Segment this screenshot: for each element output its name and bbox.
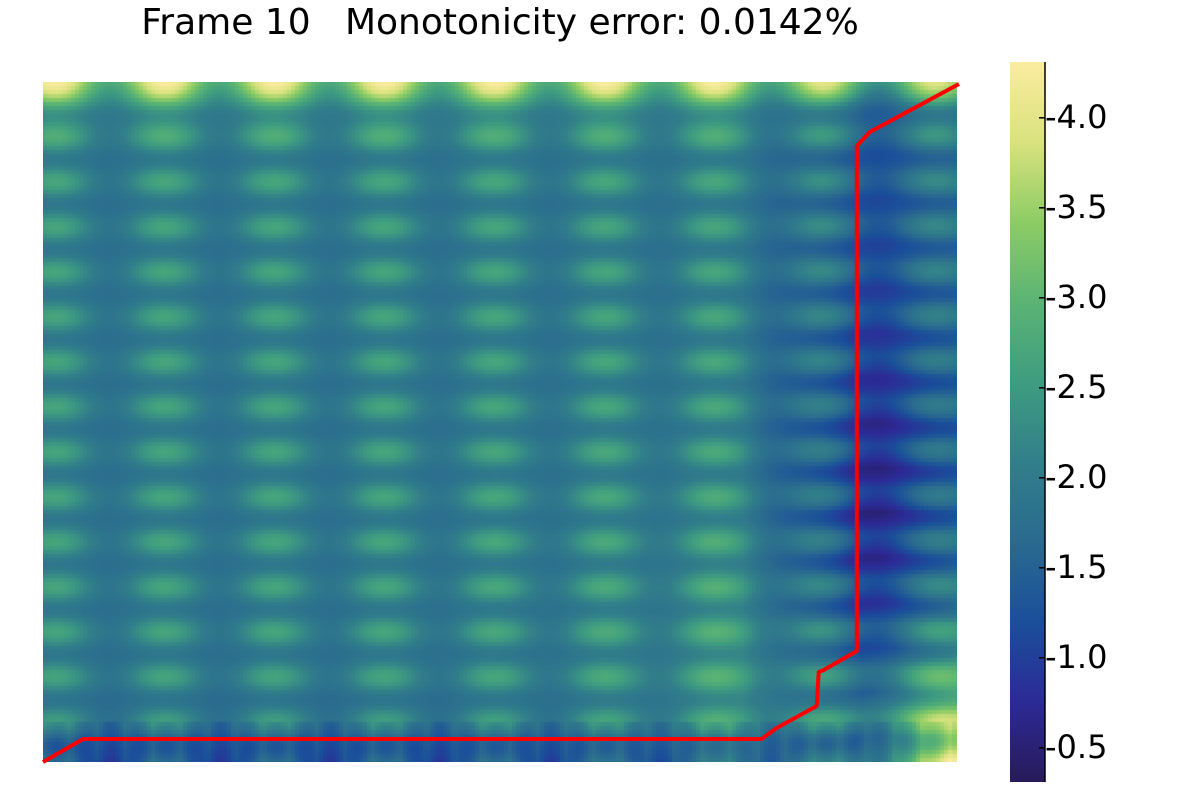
colorbar-tick-label: -1.0 xyxy=(1045,637,1108,676)
colorbar-tick-label: -2.5 xyxy=(1045,367,1108,406)
colorbar-tick-label: -1.5 xyxy=(1045,547,1108,586)
chart-title: Frame 10 Monotonicity error: 0.0142% xyxy=(141,2,859,43)
colorbar-tick-label: -3.5 xyxy=(1045,187,1108,226)
colorbar xyxy=(1010,62,1045,782)
colorbar-tick-label: -0.5 xyxy=(1045,727,1108,766)
colorbar-tick-label: -3.0 xyxy=(1045,277,1108,316)
red-path-line xyxy=(42,82,960,764)
colorbar-tick-label: -2.0 xyxy=(1045,457,1108,496)
colorbar-tick-label: -4.0 xyxy=(1045,97,1108,136)
heatmap xyxy=(43,82,957,762)
